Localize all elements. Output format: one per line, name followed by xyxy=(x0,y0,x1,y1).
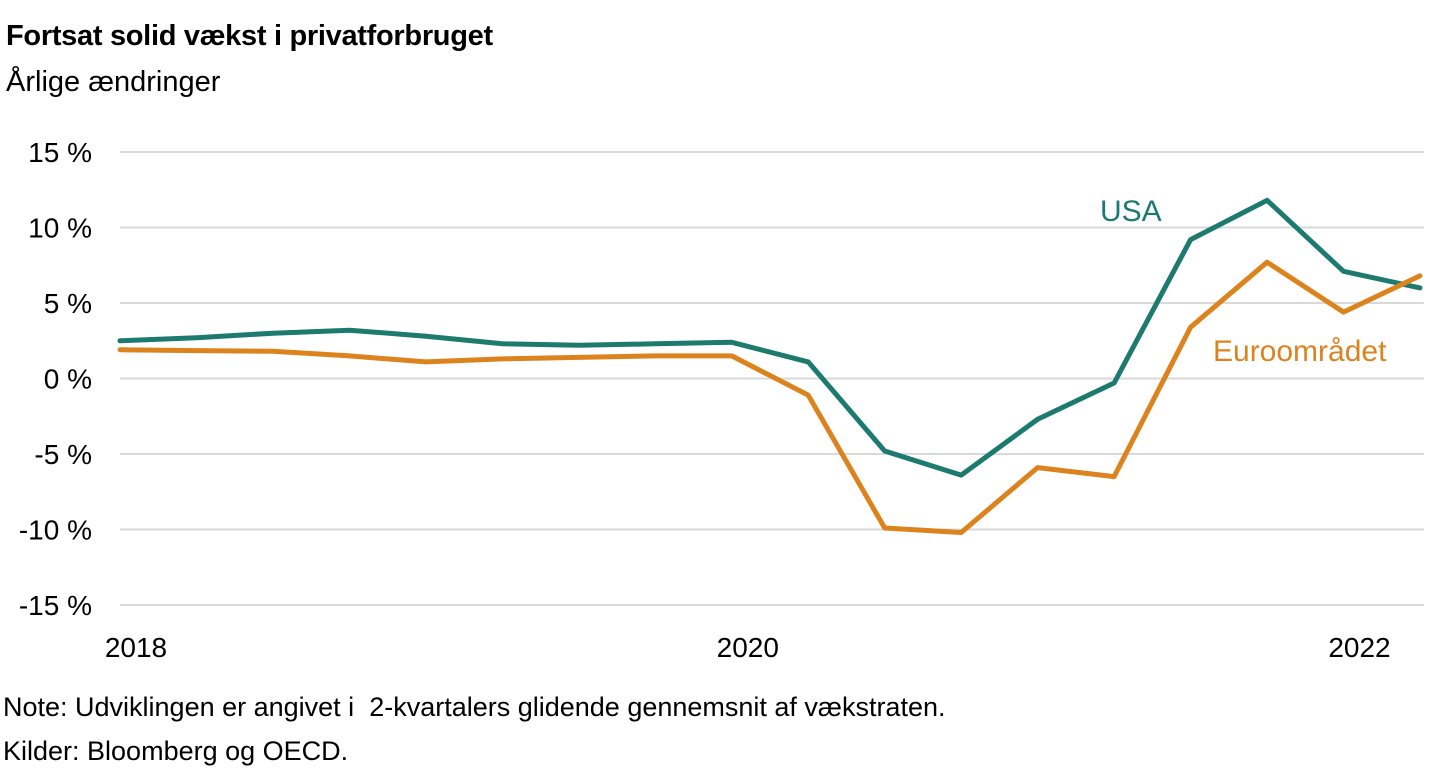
series-line-euroomradet xyxy=(117,259,1423,535)
y-tick-label--5: -5 % xyxy=(34,439,92,470)
y-tick-label-0: 0 % xyxy=(44,364,92,395)
y-tick-label--10: -10 % xyxy=(19,515,92,546)
series-label-usa: USA xyxy=(1100,195,1162,228)
sources-text: Kilder: Bloomberg og OECD. xyxy=(3,736,349,766)
x-tick-label-2020: 2020 xyxy=(717,632,779,663)
note-text: Note: Udviklingen er angivet i 2-kvartal… xyxy=(3,692,946,722)
chart-title: Fortsat solid vækst i privatforbruget xyxy=(6,20,493,52)
series-label-euroomradet: Euroområdet xyxy=(1213,335,1387,368)
x-tick-label-2022: 2022 xyxy=(1328,632,1390,663)
y-tick-label-10: 10 % xyxy=(28,213,92,244)
chart-subtitle: Årlige ændringer xyxy=(6,66,221,98)
y-tick-label-15: 15 % xyxy=(28,137,92,168)
series-line-usa xyxy=(117,197,1423,478)
x-tick-label-2018: 2018 xyxy=(105,632,167,663)
y-tick-label-5: 5 % xyxy=(44,288,92,319)
y-tick-label--15: -15 % xyxy=(19,590,92,621)
